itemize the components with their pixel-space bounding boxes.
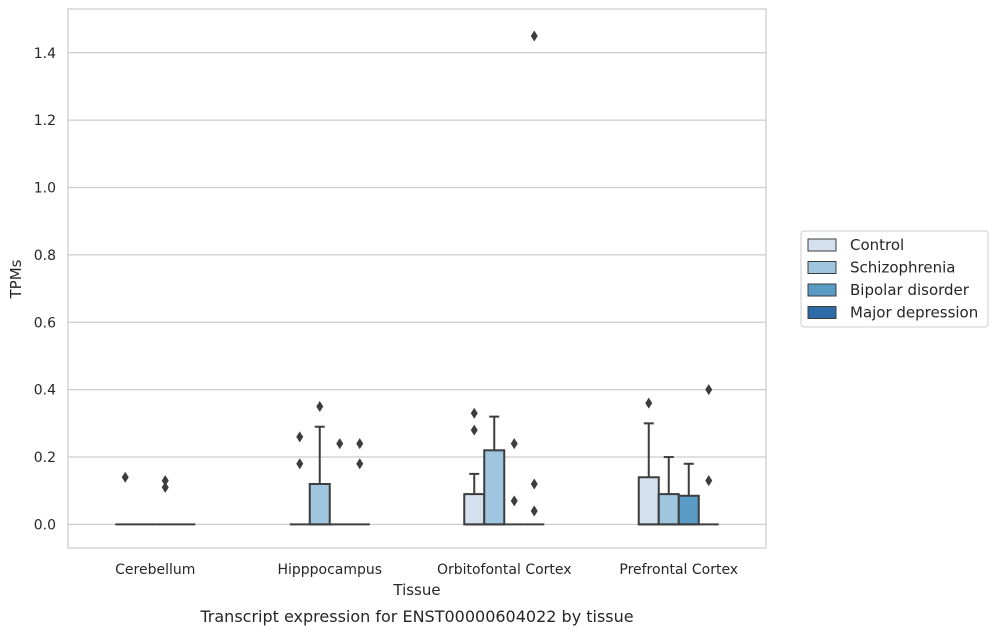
outlier-point [470, 407, 478, 419]
outlier-point [705, 475, 713, 487]
box-control [637, 397, 660, 526]
x-tick-label: Orbitofontal Cortex [437, 562, 572, 578]
outlier-point [121, 471, 129, 483]
x-tick-label: Prefrontal Cortex [619, 562, 738, 578]
x-tick-labels: Cerebellum Hipppocampus Orbitofontal Corte… [115, 562, 738, 578]
box-schizophrenia [483, 415, 506, 526]
x-axis-title: Tissue [392, 581, 440, 599]
y-tick-label: 0.0 [34, 517, 56, 533]
legend-frame [800, 230, 989, 328]
outlier-point [316, 401, 324, 413]
legend: Control Schizophrenia Bipolar disorder Majo… [800, 230, 989, 328]
x-tick-label: Cerebellum [115, 562, 195, 578]
box-body [463, 493, 486, 526]
box-control [463, 407, 486, 526]
outlier-point [296, 458, 304, 470]
outlier-point [510, 438, 518, 450]
box-bipolar-disorder [504, 438, 525, 526]
box-body [637, 476, 660, 526]
outlier-point [356, 458, 364, 470]
legend-swatch [807, 306, 837, 319]
legend-label: Schizophrenia [850, 259, 955, 277]
outlier-point [530, 505, 538, 517]
legend-label: Major depression [850, 304, 978, 322]
legend-label: Control [850, 236, 904, 254]
box-major-depression [698, 384, 719, 526]
box-bipolar-disorder [329, 438, 350, 526]
outlier-point [161, 481, 169, 493]
plot-frame [67, 8, 767, 549]
plot-area [68, 9, 766, 548]
box-bipolar-disorder [677, 462, 700, 526]
gridlines [68, 52, 766, 526]
y-tick-label: 1.2 [34, 113, 56, 129]
outlier-point [705, 384, 713, 396]
box-body [483, 449, 506, 526]
outlier-point [530, 30, 538, 42]
outlier-point [356, 438, 364, 450]
y-tick-label: 0.2 [34, 450, 56, 466]
chart-caption: Transcript expression for ENST0000060402… [199, 607, 633, 626]
box-body [308, 482, 331, 526]
legend-swatch [807, 261, 837, 274]
box-bipolar-disorder [155, 475, 176, 526]
box-schizophrenia [308, 401, 331, 526]
box-control [115, 471, 136, 526]
box-major-depression [349, 438, 370, 526]
y-tick-label: 0.6 [34, 315, 56, 331]
outlier-point [530, 478, 538, 490]
y-axis-title: TPMs [7, 259, 25, 299]
outlier-point [470, 424, 478, 436]
x-tick-label: Hipppocampus [277, 562, 382, 578]
y-tick-label: 1.4 [34, 46, 56, 62]
box-groups [115, 30, 719, 526]
outlier-point [161, 475, 169, 487]
outlier-point [296, 431, 304, 443]
outlier-point [510, 495, 518, 507]
y-tick-label: 0.8 [34, 248, 56, 264]
box-control [289, 431, 310, 526]
y-tick-label: 1.0 [34, 181, 56, 197]
legend-swatch [807, 238, 837, 252]
legend-swatch [807, 283, 837, 297]
y-tick-label: 0.4 [34, 383, 56, 399]
box-schizophrenia [657, 456, 680, 526]
box-major-depression [524, 30, 545, 526]
legend-label: Bipolar disorder [850, 281, 970, 299]
y-tick-labels: 0.0 0.2 0.4 0.6 0.8 1.0 1.2 1.4 [34, 46, 56, 534]
box-body [657, 493, 680, 526]
outlier-point [336, 438, 344, 450]
box-body [677, 494, 700, 526]
outlier-point [645, 397, 653, 409]
